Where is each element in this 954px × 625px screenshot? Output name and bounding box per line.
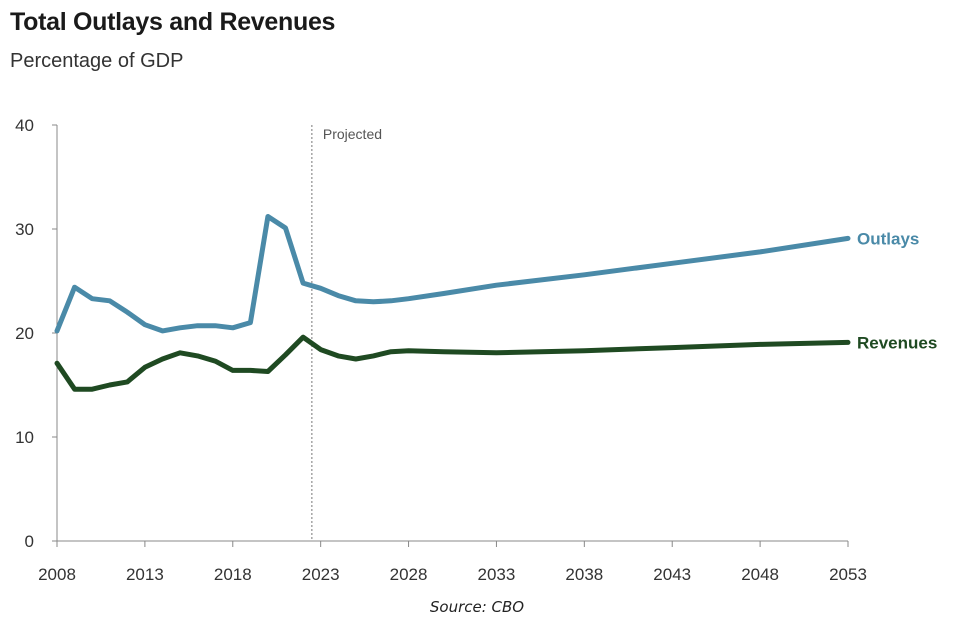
projection-annotation: Projected xyxy=(311,125,382,541)
x-tick-label: 2023 xyxy=(302,565,340,584)
x-tick-label: 2053 xyxy=(829,565,867,584)
y-tick-label: 40 xyxy=(15,116,34,135)
source-note: Source: CBO xyxy=(429,598,525,616)
x-tick-label: 2033 xyxy=(478,565,516,584)
y-tick-label: 0 xyxy=(25,532,34,551)
series-line-revenues xyxy=(54,334,851,392)
x-tick-label: 2043 xyxy=(653,565,691,584)
y-tick-label: 20 xyxy=(15,324,34,343)
series-label-outlays: Outlays xyxy=(857,229,919,248)
projected-label: Projected xyxy=(323,126,382,142)
line-chart: 0 10 20 30 40 2008 2013 2018 2023 2028 2033 2038 204… xyxy=(15,116,937,584)
y-tick-label: 10 xyxy=(15,428,34,447)
chart-axes xyxy=(56,125,848,542)
chart-subtitle: Percentage of GDP xyxy=(10,50,184,72)
chart-title: Total Outlays and Revenues xyxy=(10,8,336,36)
x-tick-label: 2038 xyxy=(565,565,603,584)
x-tick-label: 2008 xyxy=(38,565,76,584)
x-tick-label: 2018 xyxy=(214,565,252,584)
y-tick-label: 30 xyxy=(15,220,34,239)
series-label-revenues: Revenues xyxy=(857,333,937,352)
x-tick-label: 2013 xyxy=(126,565,164,584)
chart-series-labels: Outlays Revenues xyxy=(857,229,937,352)
chart-series xyxy=(54,214,851,392)
series-line-outlays xyxy=(54,214,851,334)
x-tick-label: 2028 xyxy=(390,565,428,584)
x-tick-label: 2048 xyxy=(741,565,779,584)
chart-ticks: 0 10 20 30 40 2008 2013 2018 2023 2028 2033 2038 204… xyxy=(15,116,867,584)
